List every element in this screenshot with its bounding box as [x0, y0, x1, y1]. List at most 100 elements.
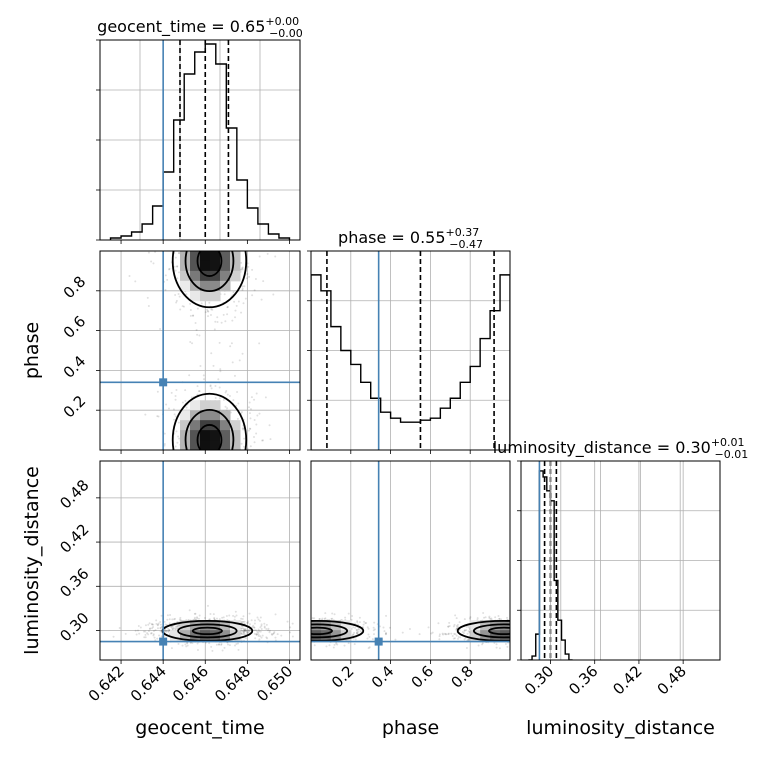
sample-point [216, 233, 218, 235]
sample-point [192, 225, 194, 227]
sample-point [156, 415, 159, 418]
sample-point [156, 624, 159, 627]
sample-point [241, 267, 244, 270]
density-cell [200, 630, 211, 641]
sample-point [226, 313, 229, 316]
sample-point [184, 399, 187, 402]
sample-point [292, 626, 294, 628]
sample-point [199, 481, 201, 483]
sample-point [565, 620, 567, 622]
sample-point [246, 621, 249, 624]
sample-point [210, 241, 212, 243]
sample-point [530, 629, 532, 631]
sample-point [239, 488, 241, 490]
sample-point [266, 634, 268, 636]
panel-title: luminosity_distance = 0.30+0.01 −0.01 [493, 436, 749, 461]
contour-line [171, 251, 248, 309]
panel-frame [520, 460, 721, 661]
sample-point [200, 238, 202, 240]
sample-point [535, 631, 537, 633]
density-cell [190, 440, 201, 450]
sample-point [534, 622, 536, 624]
sample-point [526, 637, 528, 639]
sample-point [566, 633, 568, 635]
panel-plot-area [100, 461, 310, 660]
sample-point [516, 633, 518, 635]
sample-point [236, 242, 238, 244]
sample-point [147, 305, 150, 308]
sample-point [257, 633, 260, 636]
sample-point [254, 629, 257, 632]
sample-point [208, 618, 211, 621]
sample-point [511, 636, 513, 638]
sample-point [259, 630, 262, 633]
x-tick-label: 0.2 [328, 662, 358, 692]
sample-point [541, 620, 543, 622]
sample-point [527, 631, 529, 633]
sample-point [522, 624, 524, 626]
sample-point [222, 216, 224, 218]
sample-point [207, 310, 210, 313]
sample-point [307, 626, 309, 628]
density-cell [230, 620, 241, 631]
sample-point [214, 397, 217, 400]
sample-point [246, 262, 249, 265]
density-cell [210, 410, 221, 421]
sample-point [321, 617, 324, 620]
sample-point [234, 610, 237, 613]
y-tick-label: 0.2 [60, 392, 90, 422]
sample-point [270, 632, 273, 635]
sample-point [173, 453, 175, 455]
sample-point [209, 384, 212, 387]
density-cell [210, 400, 221, 411]
sample-point [438, 638, 441, 641]
density-cell [210, 260, 221, 272]
sample-point [213, 495, 215, 497]
sample-point [177, 642, 180, 645]
sample-point [253, 289, 256, 292]
sample-point [190, 396, 193, 399]
sample-point [447, 625, 450, 628]
sample-point [333, 613, 336, 616]
density-cell [220, 440, 231, 450]
sample-point [447, 633, 450, 636]
sample-point [514, 617, 516, 619]
y-axis-label: phase [21, 322, 43, 379]
sample-point [244, 297, 247, 300]
sample-point [244, 628, 247, 631]
sample-point [308, 628, 310, 630]
sample-point [563, 630, 565, 632]
sample-point [214, 384, 217, 387]
sample-point [489, 617, 492, 620]
sample-point [517, 630, 519, 632]
sample-point [358, 616, 361, 619]
sample-point [283, 627, 285, 629]
sample-point [248, 623, 251, 626]
sample-point [371, 638, 374, 641]
title-value: 0.30 [675, 438, 711, 457]
sample-point [190, 450, 192, 452]
sample-point [254, 619, 257, 622]
sample-point [264, 620, 266, 622]
sample-point [267, 627, 270, 630]
sample-point [172, 453, 174, 455]
sample-point [261, 439, 264, 442]
sample-point [170, 625, 173, 628]
sample-point [466, 632, 469, 635]
sample-point [200, 495, 202, 497]
sample-point [199, 495, 201, 497]
sample-point [253, 626, 256, 629]
sample-point [368, 646, 371, 649]
sample-point [178, 454, 180, 456]
sample-point [233, 486, 235, 488]
sample-point [251, 241, 253, 243]
sample-point [177, 421, 180, 424]
sample-point [324, 617, 327, 620]
sample-point [251, 626, 254, 629]
sample-point [306, 624, 308, 626]
sample-point [186, 642, 189, 645]
density-cell [470, 620, 481, 631]
sample-point [511, 626, 513, 628]
sample-point [325, 645, 328, 648]
sample-point [173, 413, 176, 416]
